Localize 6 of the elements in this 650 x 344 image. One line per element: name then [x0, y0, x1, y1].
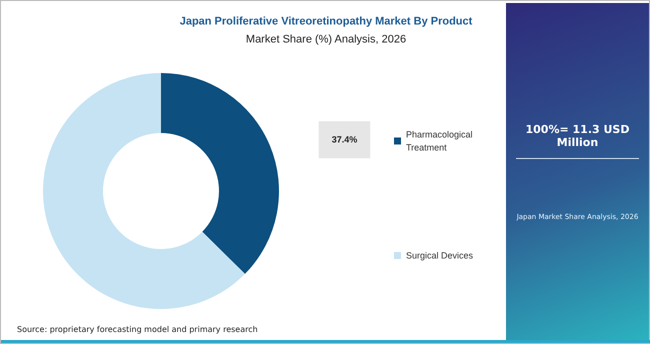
- chart-title: Japan Proliferative Vitreoretinopathy Market By Product: [180, 16, 473, 28]
- chart-subtitle: Market Share (%) Analysis, 2026: [246, 34, 406, 46]
- source-note: Source: proprietary forecasting model and primary research: [17, 325, 258, 334]
- legend-label: Surgical Devices: [406, 250, 474, 260]
- legend-label: Pharmacological Treatment: [406, 130, 473, 152]
- data-label: 37.4%: [332, 134, 358, 145]
